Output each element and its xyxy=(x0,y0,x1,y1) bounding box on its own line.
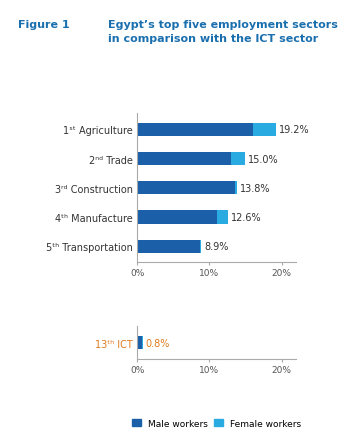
Text: 8.9%: 8.9% xyxy=(204,242,229,252)
Legend: Male workers, Female workers: Male workers, Female workers xyxy=(129,415,305,431)
Text: 15.0%: 15.0% xyxy=(248,154,279,164)
Bar xyxy=(253,124,276,137)
Bar xyxy=(235,182,237,195)
Bar xyxy=(137,124,253,137)
Text: 0.8%: 0.8% xyxy=(146,338,170,348)
Bar xyxy=(142,336,143,350)
Text: Figure 1: Figure 1 xyxy=(18,20,70,30)
Bar xyxy=(231,152,245,166)
Bar xyxy=(200,240,201,253)
Bar xyxy=(137,240,200,253)
Bar xyxy=(137,152,231,166)
Text: 19.2%: 19.2% xyxy=(279,125,309,135)
Bar xyxy=(217,211,228,224)
Text: 12.6%: 12.6% xyxy=(231,212,262,223)
Text: 13.8%: 13.8% xyxy=(240,184,270,193)
Text: Egypt’s top five employment sectors
in comparison with the ICT sector: Egypt’s top five employment sectors in c… xyxy=(108,20,338,44)
Bar xyxy=(137,211,217,224)
Bar xyxy=(137,336,142,350)
Bar xyxy=(137,182,235,195)
